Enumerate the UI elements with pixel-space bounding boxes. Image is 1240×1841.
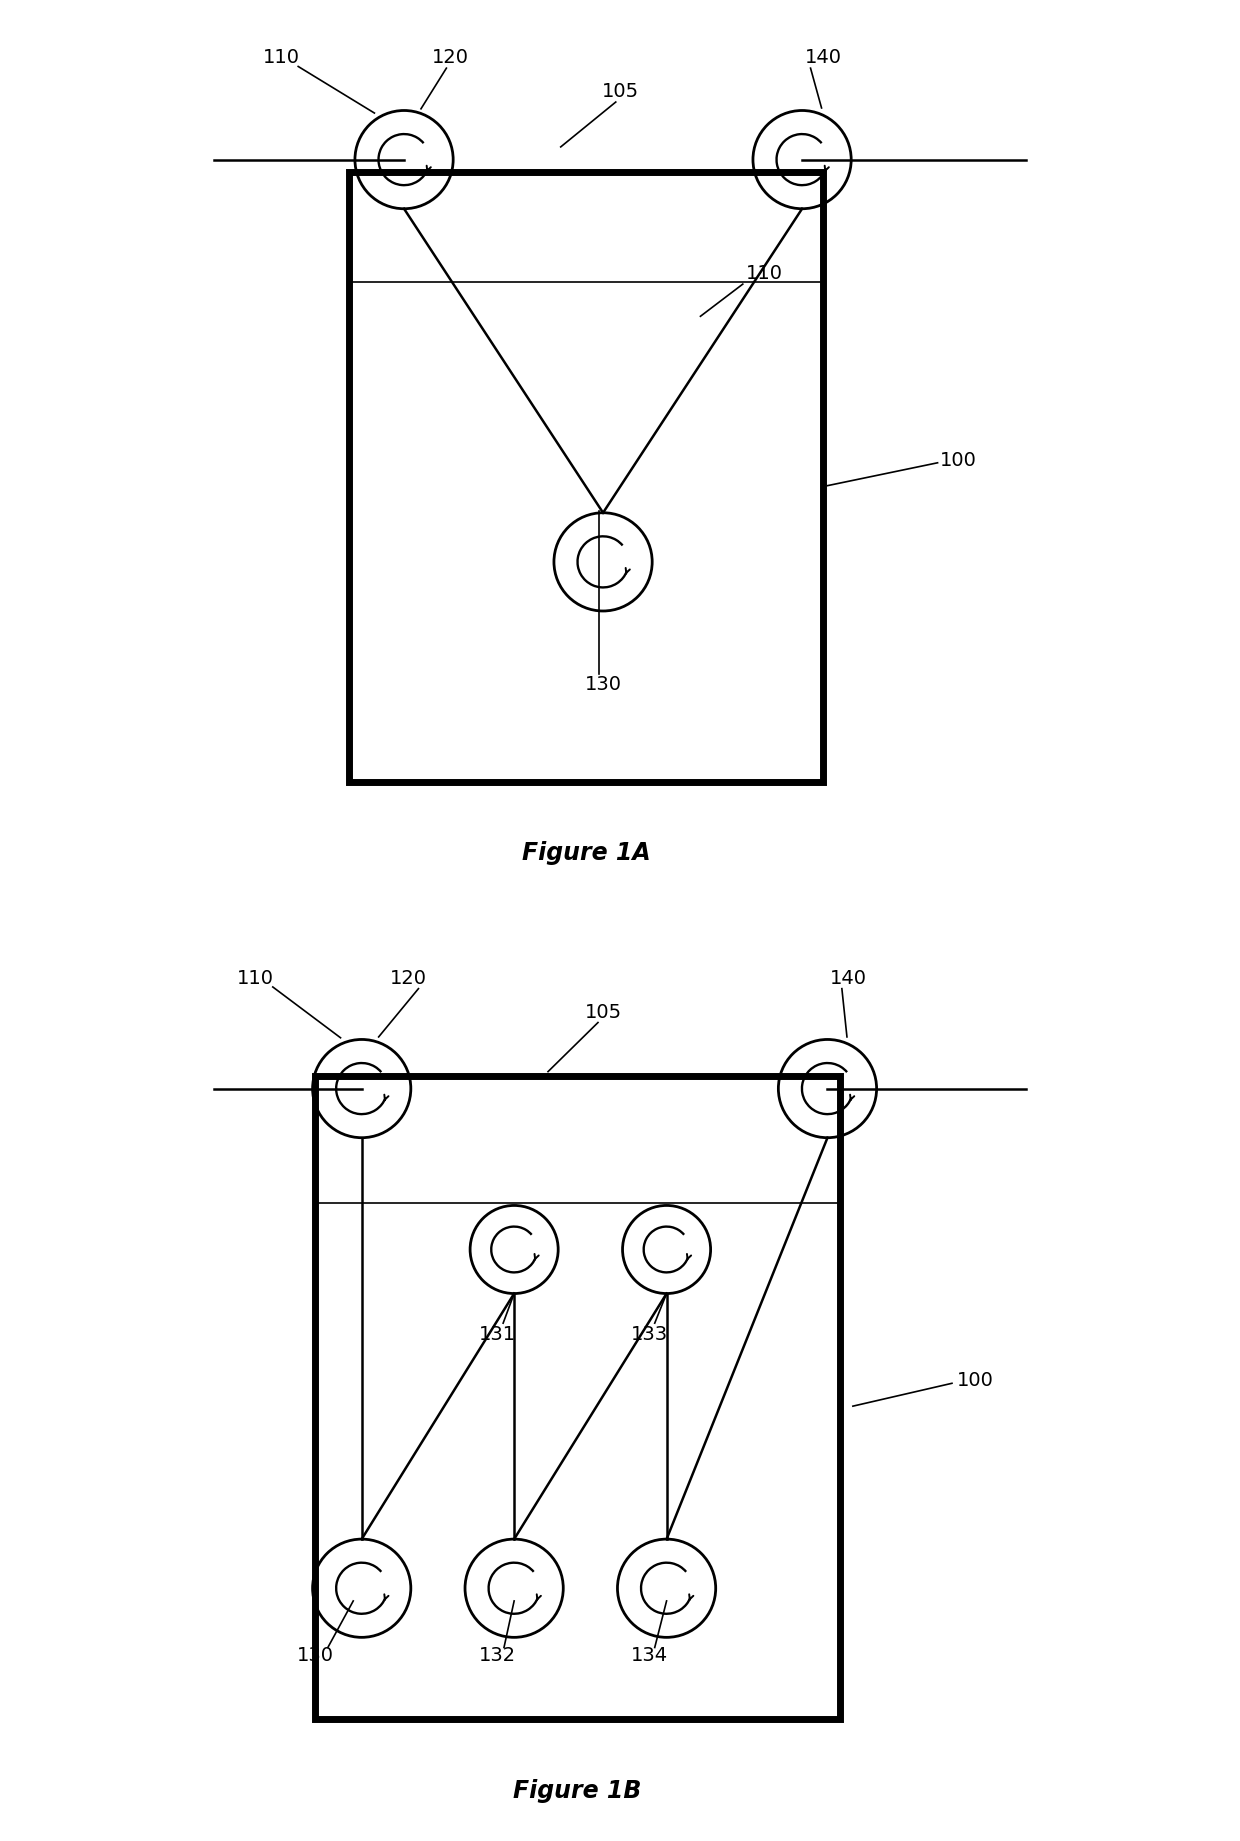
Text: 140: 140 xyxy=(805,48,842,68)
Text: 140: 140 xyxy=(830,968,867,989)
Text: 100: 100 xyxy=(940,451,977,469)
Text: 132: 132 xyxy=(479,1646,516,1666)
Text: 130: 130 xyxy=(584,676,621,694)
Text: 110: 110 xyxy=(745,265,782,284)
Text: 131: 131 xyxy=(479,1326,516,1344)
Text: Figure 1B: Figure 1B xyxy=(513,1778,642,1802)
Text: 105: 105 xyxy=(601,83,639,101)
Text: 120: 120 xyxy=(389,968,427,989)
Text: Figure 1A: Figure 1A xyxy=(522,841,651,865)
Text: 110: 110 xyxy=(237,968,274,989)
Text: 110: 110 xyxy=(263,48,300,68)
Text: 105: 105 xyxy=(584,1003,621,1022)
Text: 134: 134 xyxy=(631,1646,668,1666)
Text: 100: 100 xyxy=(957,1372,994,1390)
Text: 133: 133 xyxy=(631,1326,668,1344)
Text: 120: 120 xyxy=(432,48,469,68)
Text: 130: 130 xyxy=(296,1646,334,1666)
